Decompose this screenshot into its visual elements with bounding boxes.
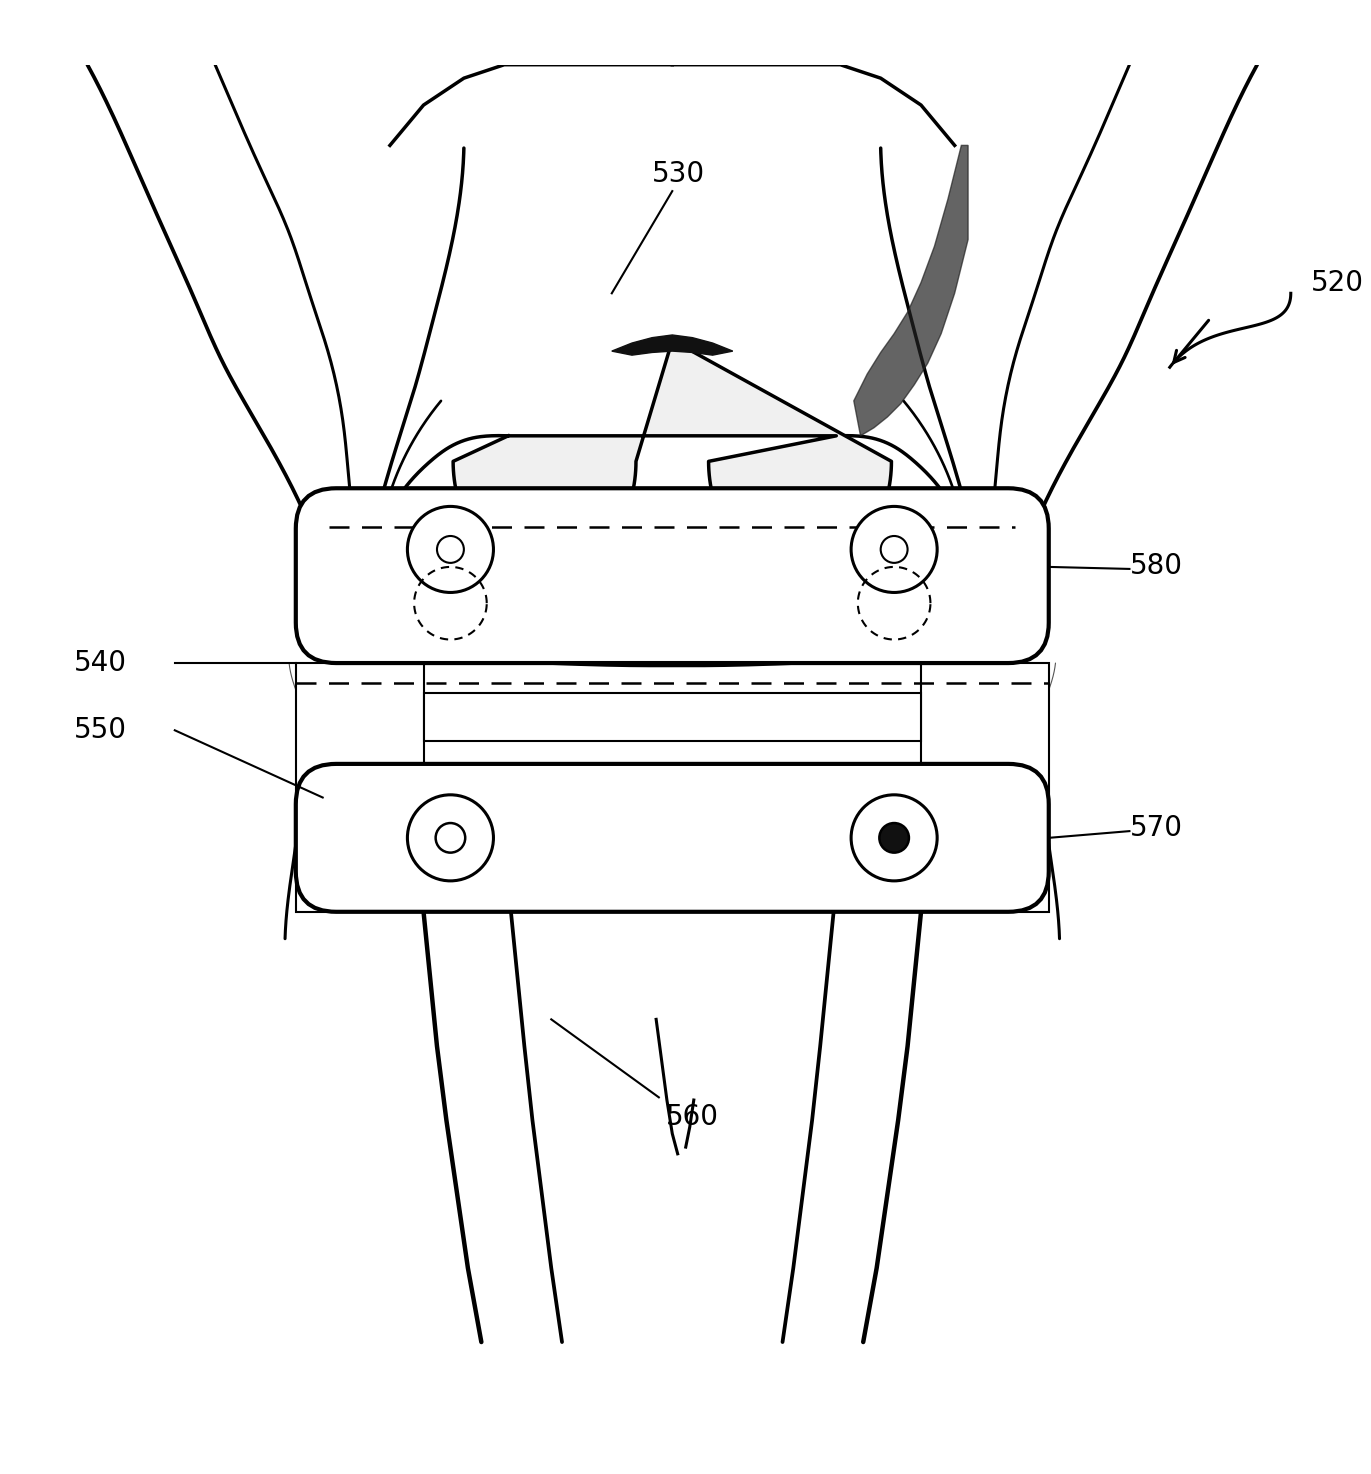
Polygon shape: [854, 146, 968, 436]
Circle shape: [879, 822, 909, 852]
Circle shape: [851, 794, 938, 881]
Circle shape: [436, 822, 465, 852]
Bar: [921, 663, 1049, 912]
Circle shape: [437, 537, 463, 563]
FancyBboxPatch shape: [296, 488, 1049, 663]
Text: 520: 520: [1311, 268, 1364, 296]
Polygon shape: [454, 340, 891, 576]
Text: 570: 570: [1130, 815, 1182, 843]
Circle shape: [880, 537, 908, 563]
Circle shape: [407, 794, 494, 881]
Text: 530: 530: [653, 161, 705, 189]
Circle shape: [851, 507, 938, 593]
Text: 540: 540: [74, 649, 128, 677]
Text: 580: 580: [1130, 553, 1182, 581]
Polygon shape: [565, 771, 780, 828]
FancyBboxPatch shape: [296, 764, 1049, 912]
Bar: [424, 693, 921, 741]
Circle shape: [407, 507, 494, 593]
Text: 560: 560: [665, 1103, 718, 1131]
Polygon shape: [611, 335, 732, 355]
Text: 550: 550: [74, 716, 128, 744]
Bar: [424, 768, 921, 831]
Bar: [296, 663, 424, 912]
